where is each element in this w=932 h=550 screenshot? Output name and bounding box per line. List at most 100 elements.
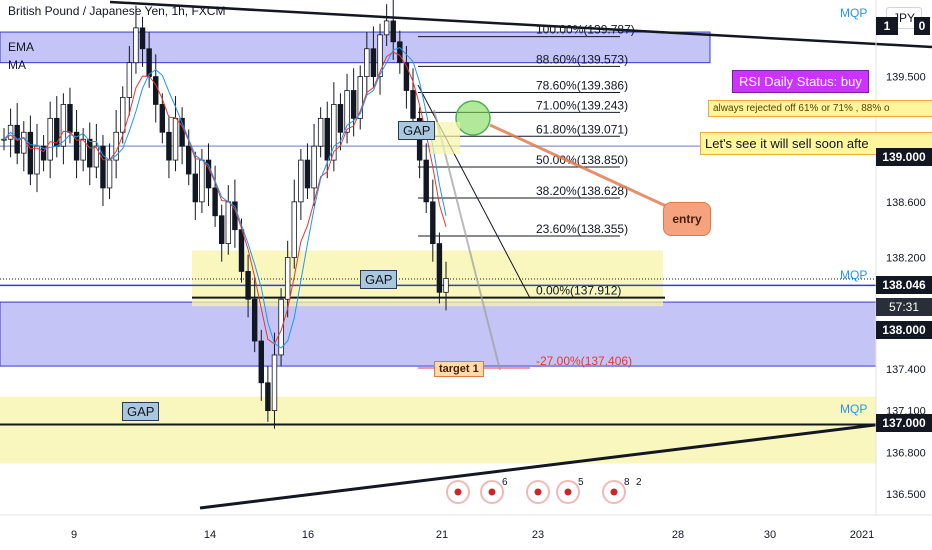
candle-body-36 <box>238 229 245 272</box>
y-tick-0: 139.500 <box>886 72 926 84</box>
candle-body-15 <box>100 145 106 189</box>
candle-body-64 <box>423 159 429 203</box>
candle-body-55 <box>364 48 370 77</box>
zone-blue-1 <box>0 301 877 367</box>
candle-body-61 <box>403 62 410 91</box>
candle-body-6 <box>40 145 47 161</box>
x-tick-6: 30 <box>764 529 776 541</box>
candle-body-3 <box>21 131 27 154</box>
entry-circle <box>455 100 491 136</box>
x-tick-3: 21 <box>436 529 448 541</box>
candle-body-24 <box>159 104 166 133</box>
ema-legend[interactable]: EMA <box>8 40 35 54</box>
event-icon-dot-1 <box>488 488 496 496</box>
price-badge-top-partial: 1 <box>876 17 898 35</box>
candle-body-37 <box>245 271 251 300</box>
candle-body-26 <box>172 117 179 161</box>
event-icon-dot-0 <box>454 488 462 496</box>
candle-body-19 <box>126 62 133 98</box>
candle-body-12 <box>80 138 86 161</box>
event-icon-dot-2 <box>534 488 542 496</box>
candle-body-48 <box>317 117 324 147</box>
candle-body-16 <box>106 159 113 189</box>
candle-body-10 <box>67 104 73 133</box>
x-tick-0: 9 <box>71 529 77 541</box>
candle-body-0 <box>1 138 7 141</box>
candle-body-14 <box>93 145 100 168</box>
gap-box-middle: GAP <box>360 270 398 289</box>
candle-body-13 <box>87 138 93 168</box>
y-tick-4: 137.400 <box>886 364 926 376</box>
ma-legend[interactable]: MA <box>8 58 26 72</box>
candle-body-38 <box>251 298 258 342</box>
candle-body-47 <box>311 145 317 189</box>
countdown-badge: 57:31 <box>876 298 932 316</box>
candle-body-25 <box>166 131 172 161</box>
price-badge-139: 139.000 <box>876 148 932 166</box>
candle-body-28 <box>186 145 192 175</box>
price-badge-137: 137.000 <box>876 414 932 432</box>
candle-body-53 <box>350 90 357 119</box>
candle-body-50 <box>331 104 337 161</box>
event-count-2: 5 <box>578 477 584 488</box>
fib-label-3: 71.00%(139.243) <box>536 98 628 112</box>
x-tick-5: 28 <box>672 529 684 541</box>
event-count-1: 6 <box>502 477 508 488</box>
candle-body-33 <box>218 215 225 245</box>
fib-label-6: 38.20%(138.628) <box>536 184 628 198</box>
candle-body-9 <box>60 104 67 147</box>
gap-box-upper: GAP <box>398 121 436 140</box>
trendline-upper <box>109 0 932 49</box>
y-tick-6: 136.800 <box>886 447 926 459</box>
candle-body-5 <box>34 145 40 175</box>
candle-body-54 <box>357 76 363 119</box>
candle-body-56 <box>370 48 377 77</box>
event-count-4: 2 <box>636 477 642 488</box>
gap-box-lower: GAP <box>122 402 160 421</box>
fib-label-4: 61.80%(139.071) <box>536 122 628 136</box>
trendline-lower <box>199 416 932 510</box>
candle-body-23 <box>153 76 159 105</box>
fib-label-7: 23.60%(138.355) <box>536 222 628 236</box>
candle-body-49 <box>324 117 330 161</box>
candle-body-43 <box>284 257 291 300</box>
symbol-title: British Pound / Japanese Yen, 1h, FXCM <box>8 4 226 18</box>
candle-body-51 <box>337 104 344 133</box>
mqp-label-mid: MQP <box>840 268 868 282</box>
candle-body-46 <box>304 159 311 189</box>
fib-label-1: 88.60%(139.573) <box>536 52 628 66</box>
x-tick-4: 23 <box>532 529 544 541</box>
sell-note: Let's see it will sell soon afte <box>700 132 932 155</box>
candle-body-39 <box>258 340 264 384</box>
candle-body-40 <box>265 382 271 412</box>
mqp-label-low: MQP <box>840 402 868 416</box>
rsi-status-badge: RSI Daily Status: buy <box>732 70 869 93</box>
candle-body-34 <box>225 201 232 245</box>
x-tick-1: 14 <box>204 529 216 541</box>
candle-body-30 <box>199 159 205 203</box>
candle-body-57 <box>377 34 383 77</box>
zone-blue-0 <box>0 31 711 64</box>
event-count-3: 8 <box>624 477 630 488</box>
candle-body-59 <box>390 20 396 43</box>
event-icon-dot-4 <box>610 488 618 496</box>
ma-line <box>3 47 447 349</box>
target-label: target 1 <box>434 361 484 377</box>
x-tick-7: 2021 <box>850 529 874 541</box>
candle-body-65 <box>430 201 436 245</box>
ema-line <box>3 51 447 345</box>
last-price-badge: 138.046 <box>876 276 932 294</box>
candle-body-58 <box>383 20 390 36</box>
entry-callout: entry <box>663 202 711 236</box>
candle-body-66 <box>436 243 443 293</box>
price-badge-138: 138.000 <box>876 321 932 339</box>
price-badge-top-partial-2: 0 <box>914 17 930 35</box>
candle-body-41 <box>271 354 278 412</box>
candle-body-18 <box>120 97 126 133</box>
candle-body-62 <box>410 90 416 119</box>
candle-body-29 <box>192 173 199 203</box>
fib-label-5: 50.00%(138.850) <box>536 153 628 167</box>
candle-body-60 <box>397 41 403 64</box>
y-tick-3: 138.200 <box>886 253 926 265</box>
candle-body-4 <box>27 131 34 175</box>
